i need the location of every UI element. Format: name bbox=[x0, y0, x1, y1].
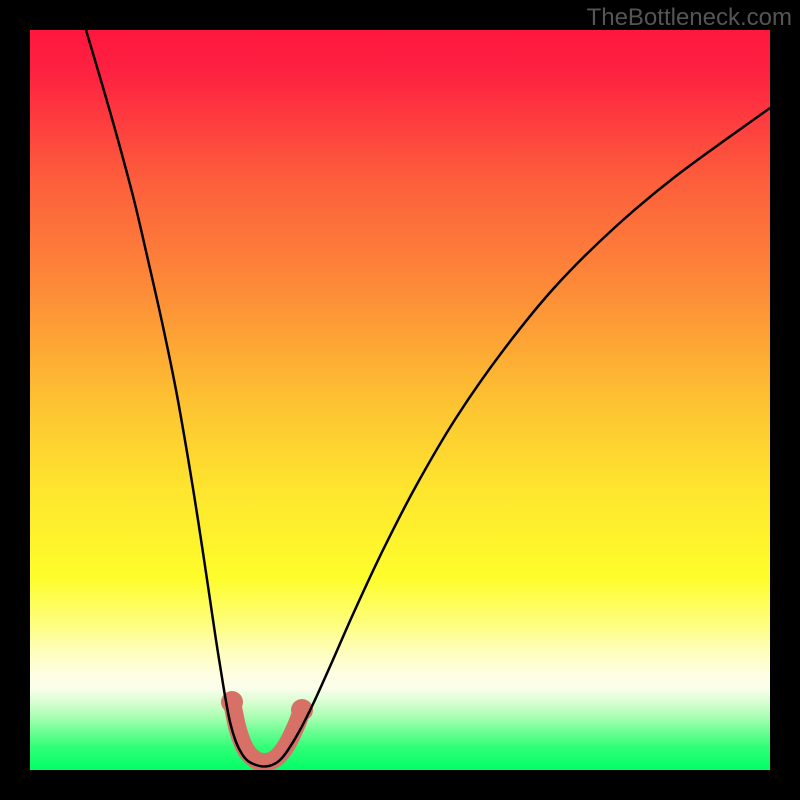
watermark-text: TheBottleneck.com bbox=[587, 4, 792, 32]
chart-frame: TheBottleneck.com bbox=[0, 0, 800, 800]
plot-svg bbox=[30, 30, 770, 770]
gradient-background bbox=[30, 30, 770, 770]
plot-area bbox=[30, 30, 770, 770]
